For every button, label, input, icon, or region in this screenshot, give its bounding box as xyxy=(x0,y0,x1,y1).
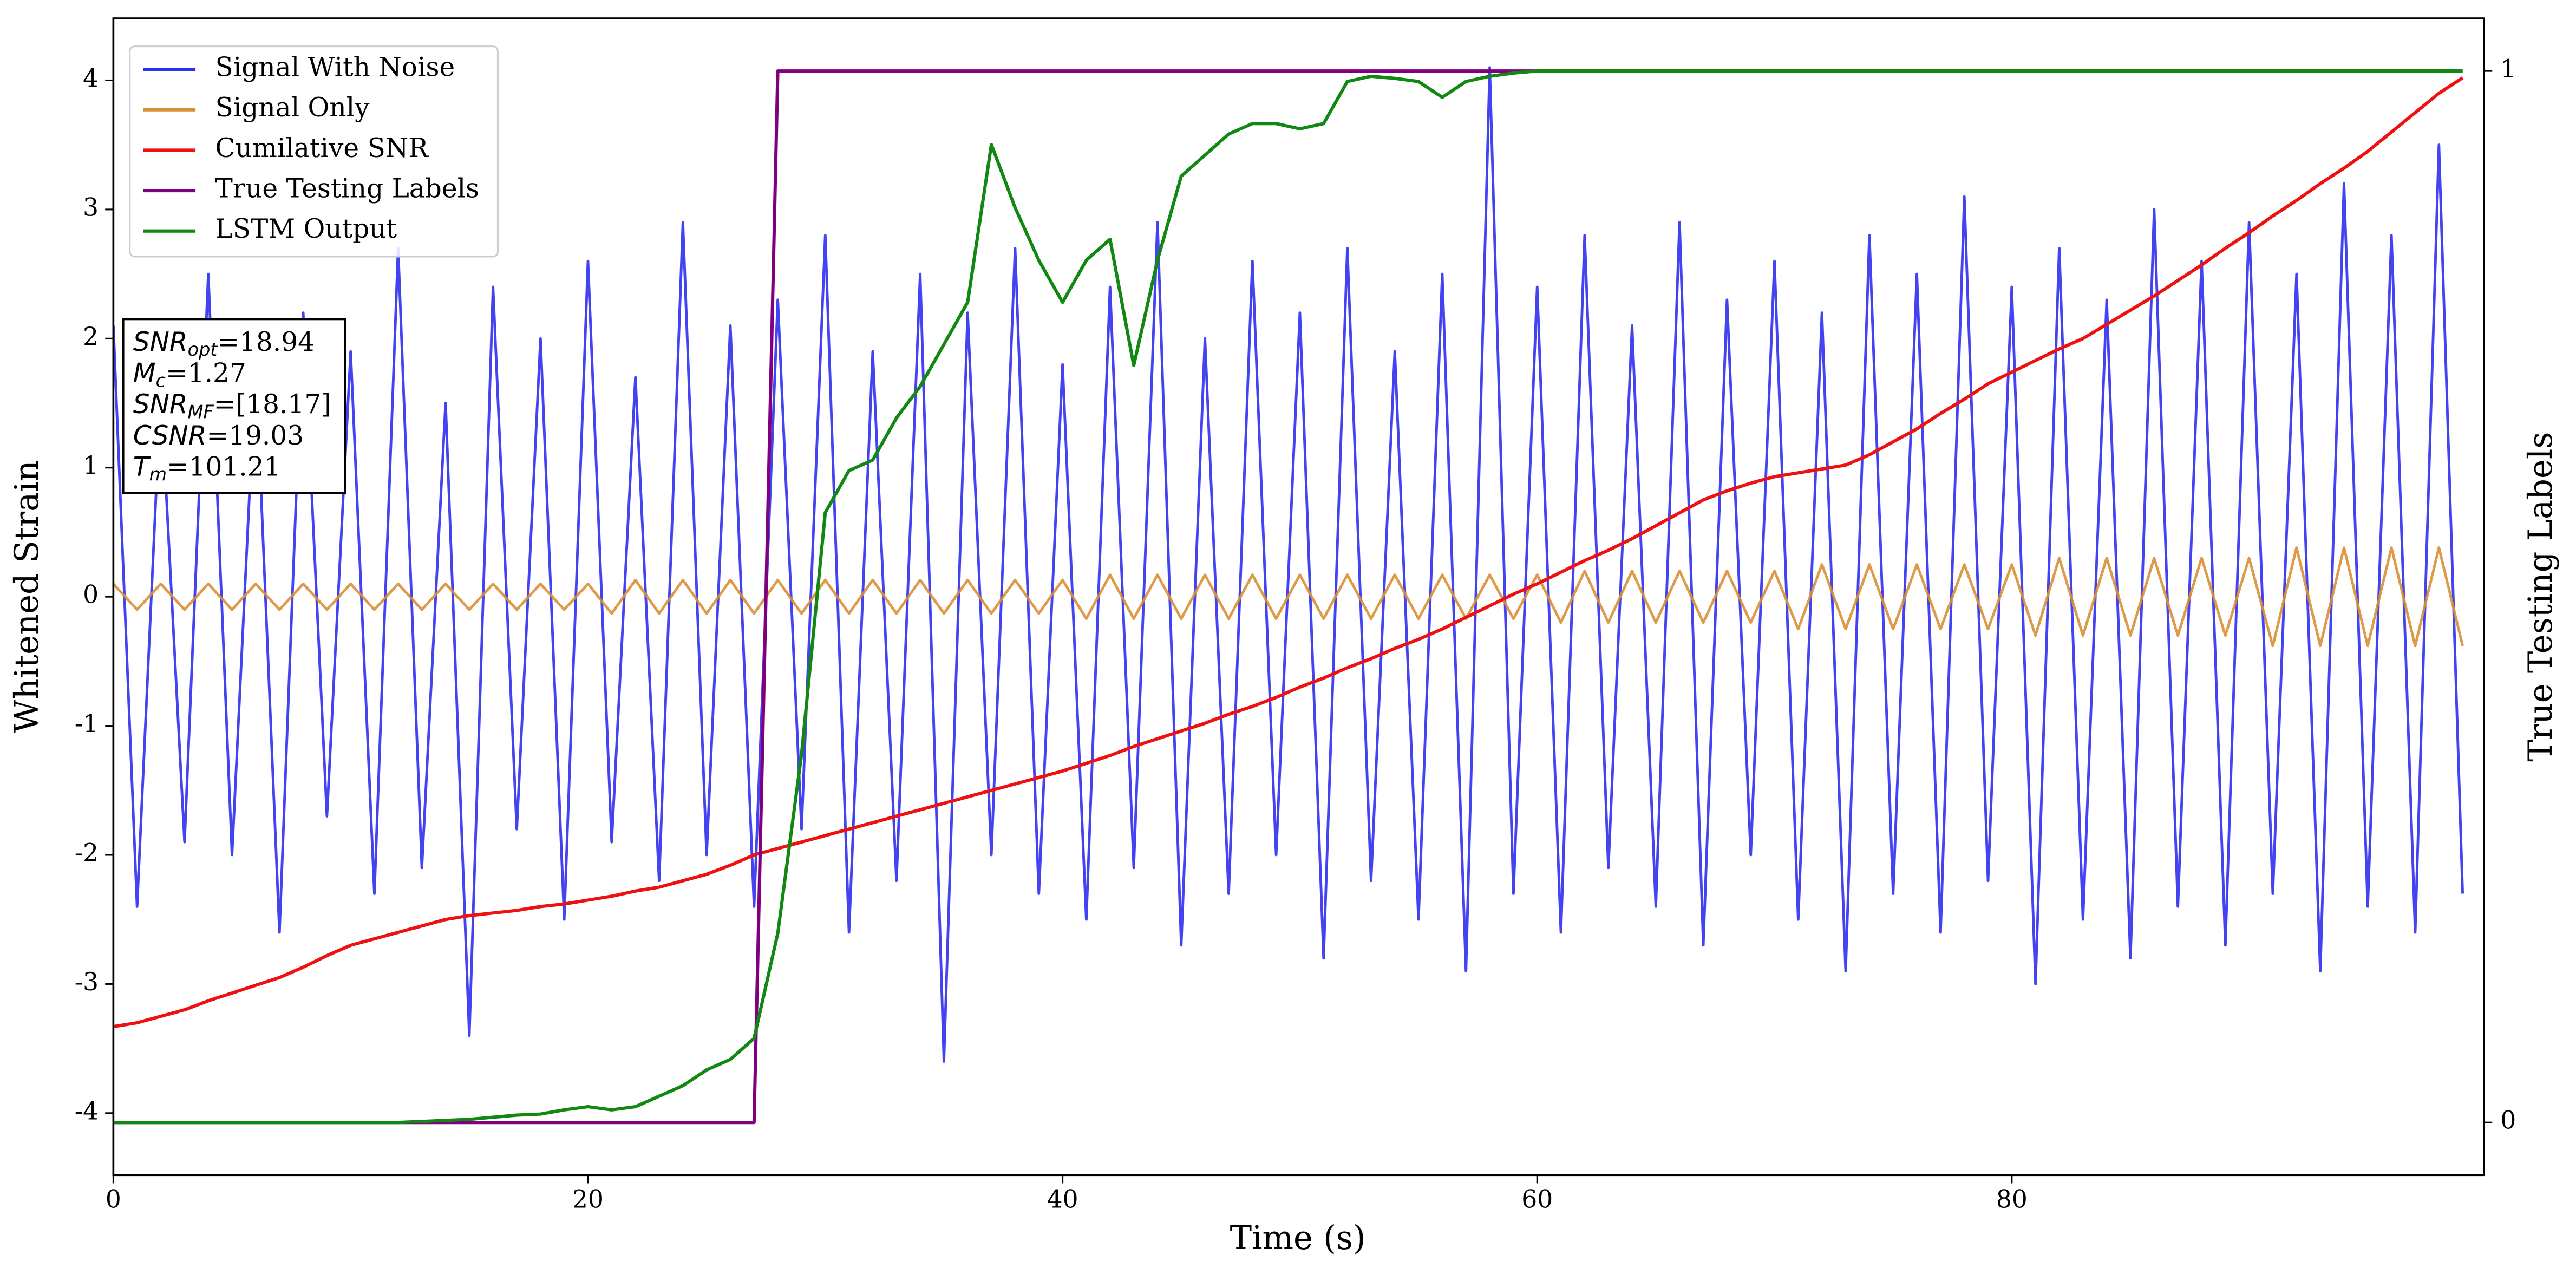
y-axis-label: Whitened Strain xyxy=(8,460,46,733)
x-tick-label: 20 xyxy=(572,1185,604,1213)
y-tick-label: 0 xyxy=(83,580,99,609)
y2-axis-label: True Testing Labels xyxy=(2522,432,2560,762)
annotation-line: CSNR=19.03 xyxy=(133,420,304,451)
annotation-rest: =1.27 xyxy=(166,358,246,388)
legend-label: LSTM Output xyxy=(215,214,397,244)
x-tick-label: 40 xyxy=(1047,1185,1078,1213)
y-tick-label: 2 xyxy=(83,322,99,351)
legend-label: Signal With Noise xyxy=(215,53,455,83)
annotation-rest: =19.03 xyxy=(206,420,304,450)
annotation-rest: =101.21 xyxy=(167,452,281,482)
x-axis-label: Time (s) xyxy=(1230,1219,1366,1257)
y-tick-label: -3 xyxy=(75,968,99,996)
series-line xyxy=(113,69,2463,1125)
y-tick-label: 4 xyxy=(83,64,99,93)
annotation-box xyxy=(122,318,346,494)
y-tick-label: -2 xyxy=(75,838,99,867)
y2-tick-label: 0 xyxy=(2500,1106,2516,1135)
annotation-line: Mc=1.27 xyxy=(133,358,246,391)
annotation-line: SNRopt=18.94 xyxy=(133,326,315,360)
legend-label: True Testing Labels xyxy=(215,174,480,204)
annotation-main: SNR xyxy=(133,389,188,420)
annotation-sub: opt xyxy=(188,338,219,360)
annotation-main: T xyxy=(133,452,151,482)
annotation-main: SNR xyxy=(133,327,188,357)
series-line xyxy=(113,546,2464,648)
y-tick-label: 3 xyxy=(83,193,99,221)
annotation-line: SNRMF=[18.17] xyxy=(133,389,331,422)
x-tick-label: 60 xyxy=(1521,1185,1553,1213)
annotation-rest: =18.94 xyxy=(217,326,315,357)
legend-box xyxy=(129,45,499,258)
annotation-sub: c xyxy=(156,370,166,391)
x-tick-label: 0 xyxy=(106,1185,121,1213)
legend: Signal With Noise Signal Only Cumilative S… xyxy=(129,45,499,258)
annotation-sub: m xyxy=(149,463,167,485)
annotation-sub: MF xyxy=(188,401,214,422)
y-tick-label: -4 xyxy=(75,1096,99,1125)
y-tick-label: 1 xyxy=(83,451,99,480)
annotation-main: CSNR xyxy=(133,421,207,451)
series-line xyxy=(113,76,2464,1029)
y-tick-label: -1 xyxy=(75,709,99,738)
plot-area xyxy=(113,66,2464,1125)
annotation-main: M xyxy=(133,358,156,389)
series-line xyxy=(113,66,2464,1063)
annotation-line: Tm=101.21 xyxy=(133,452,281,485)
x-tick-label: 80 xyxy=(1996,1185,2028,1213)
legend-label: Cumilative SNR xyxy=(215,133,429,164)
annotation-rest: =[18.17] xyxy=(214,389,332,420)
y2-tick-label: 1 xyxy=(2500,55,2516,83)
axes-frame xyxy=(112,17,2485,1177)
annotation: SNRopt=18.94Mc=1.27SNRMF=[18.17]CSNR=19.… xyxy=(122,318,346,494)
legend-label: Signal Only xyxy=(215,93,370,123)
